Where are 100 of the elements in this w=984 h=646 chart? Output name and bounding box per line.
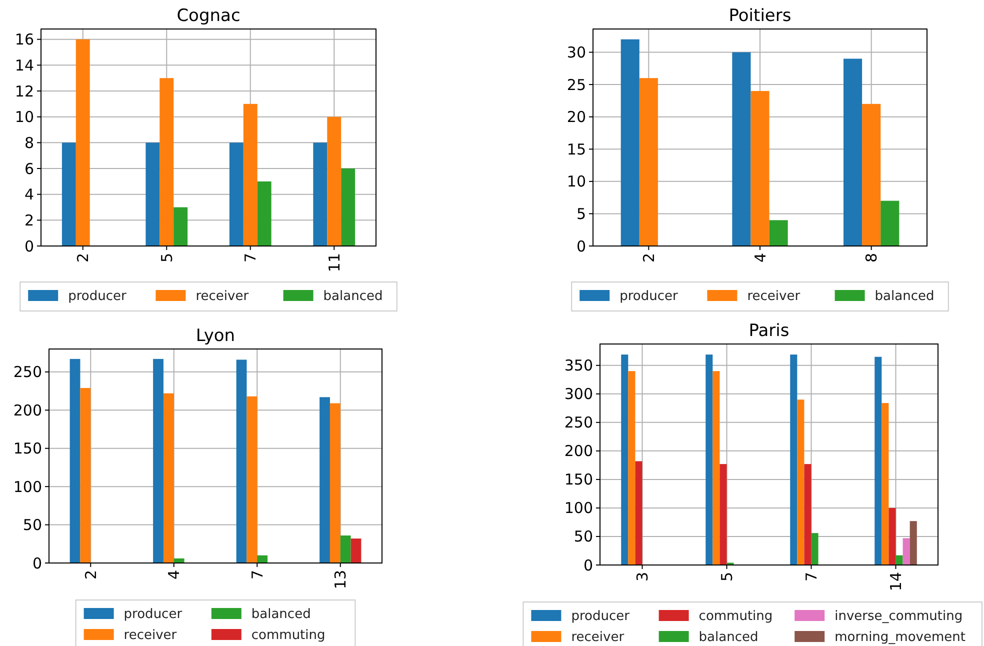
legend-label: balanced [698,630,758,645]
bar [243,104,258,246]
legend-label: receiver [747,289,801,304]
bar [320,397,330,563]
x-tick-label: 11 [325,253,344,272]
legend-label: receiver [571,630,625,645]
x-tick-label: 3 [634,572,652,582]
x-tick-label: 8 [862,253,881,263]
bar [160,78,174,246]
y-tick-label: 15 [566,140,586,158]
bar [811,533,818,565]
x-tick-label: 14 [887,572,905,592]
bar [844,58,862,246]
x-tick-label: 4 [165,570,184,580]
chart-title: Paris [748,321,790,341]
y-tick-label: 14 [14,56,34,74]
bar [257,181,272,246]
bar [882,403,889,565]
legend-label: producer [68,289,127,304]
legend-label: morning_movement [834,630,966,645]
y-tick-label: 2 [24,211,34,230]
legend-label: commuting [698,609,773,624]
bar [174,207,188,246]
y-tick-label: 20 [566,108,586,126]
y-tick-label: 30 [566,44,586,62]
legend-label: producer [620,289,678,304]
bar [750,91,770,246]
y-tick-label: 12 [14,82,34,100]
bar [635,461,642,565]
bar [246,396,258,563]
bar [621,354,628,565]
bar [628,371,636,565]
x-tick-label: 2 [82,570,100,580]
legend-label: commuting [251,628,326,643]
y-tick-label: 200 [13,401,42,420]
bar [896,555,903,565]
x-tick-label: 7 [242,253,260,263]
x-tick-label: 2 [640,253,658,263]
bar [236,360,247,563]
bar [804,464,812,565]
bar [327,116,342,246]
legend-label: inverse_commuting [834,609,963,624]
y-tick-label: 0 [24,237,34,256]
bar [330,403,340,563]
bar [341,168,356,246]
bar [639,78,658,246]
y-tick-label: 350 [564,356,593,375]
bar [880,200,900,246]
bar [862,104,881,246]
bar [712,371,720,565]
y-tick-label: 150 [564,470,593,489]
bar [902,538,910,565]
y-tick-label: 10 [566,172,586,191]
legend-label: balanced [874,289,934,304]
legend-label: balanced [323,289,383,304]
bar [146,142,160,246]
chart-title: Lyon [196,326,236,346]
legend-label: receiver [196,289,250,304]
legend-label: balanced [251,607,311,622]
y-tick-label: 4 [24,186,34,204]
y-tick-label: 50 [574,528,593,546]
x-tick-label: 7 [802,572,820,582]
x-tick-label: 13 [332,570,350,590]
bar [790,354,798,565]
y-tick-label: 0 [576,237,586,256]
bar [769,220,788,246]
bar [620,39,640,246]
x-tick-label: 4 [751,253,770,263]
x-tick-label: 7 [248,570,266,580]
bar [874,356,882,565]
bar [76,39,90,246]
bar [70,358,80,563]
bar [229,142,244,246]
legend-label: receiver [124,628,178,643]
y-tick-label: 250 [13,363,42,382]
y-tick-label: 100 [13,478,42,496]
bar [350,538,362,563]
bar [720,464,727,565]
y-tick-label: 150 [13,440,42,458]
y-tick-label: 50 [22,516,42,534]
bar [888,508,896,565]
bar [80,388,91,563]
bar [797,400,804,565]
legend-label: producer [571,609,630,624]
bar [163,393,174,563]
y-tick-label: 250 [564,414,593,432]
y-tick-label: 10 [14,108,34,126]
y-tick-label: 8 [24,134,34,152]
x-tick-label: 5 [718,572,736,582]
y-tick-label: 6 [24,160,34,178]
y-tick-label: 5 [576,204,586,223]
bar [257,555,268,563]
y-tick-label: 0 [583,556,593,574]
y-tick-label: 200 [564,442,593,460]
chart-title: Cognac [176,6,240,26]
bar [62,142,76,246]
y-tick-label: 25 [566,76,586,94]
bar [313,142,328,246]
bar [910,521,917,565]
bar [732,52,751,246]
